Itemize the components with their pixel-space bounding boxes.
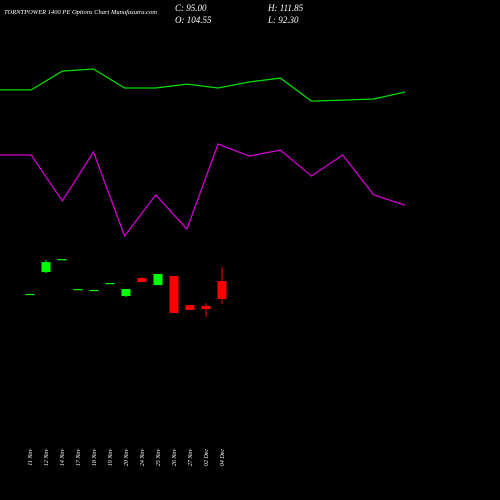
- candle-body: [185, 305, 195, 310]
- candle-body: [201, 305, 211, 310]
- candle-body: [41, 262, 51, 273]
- candle-body: [217, 281, 227, 300]
- candle-body: [121, 289, 131, 297]
- x-tick-label: 18 Nov: [92, 449, 98, 467]
- x-tick-label: 14 Nov: [59, 449, 66, 467]
- x-tick-label: 12 Nov: [44, 449, 50, 467]
- x-tick-label: 26 Nov: [172, 449, 178, 467]
- x-tick-label: 19 Nov: [108, 449, 114, 467]
- high-label: H: 111.85: [267, 3, 304, 13]
- x-tick-label: 20 Nov: [124, 449, 130, 467]
- candle-body: [153, 273, 163, 286]
- indicator-line: [0, 68, 406, 102]
- candle-body: [73, 289, 83, 291]
- indicator-line: [0, 143, 406, 238]
- low-label: L: 92.30: [267, 15, 299, 25]
- chart-title: TORNTPOWER 1400 PE Options Chart Munafas…: [4, 9, 157, 16]
- candle-body: [105, 282, 115, 285]
- x-tick-label: 17 Nov: [76, 449, 82, 467]
- x-tick-label: 02 Dec: [204, 449, 210, 466]
- candle-body: [89, 289, 99, 292]
- x-tick-label: 24 Nov: [139, 449, 146, 467]
- x-tick-label: 11 Nov: [28, 449, 34, 466]
- x-tick-label: 04 Dec: [219, 449, 226, 466]
- candle-body: [169, 276, 179, 313]
- candle-body: [57, 259, 67, 261]
- candle-body: [25, 293, 35, 296]
- x-tick-label: 25 Nov: [156, 449, 162, 467]
- candle-body: [137, 278, 147, 283]
- x-tick-label: 27 Nov: [188, 449, 194, 467]
- open-label: O: 104.55: [175, 15, 212, 25]
- close-label: C: 95.00: [175, 3, 207, 13]
